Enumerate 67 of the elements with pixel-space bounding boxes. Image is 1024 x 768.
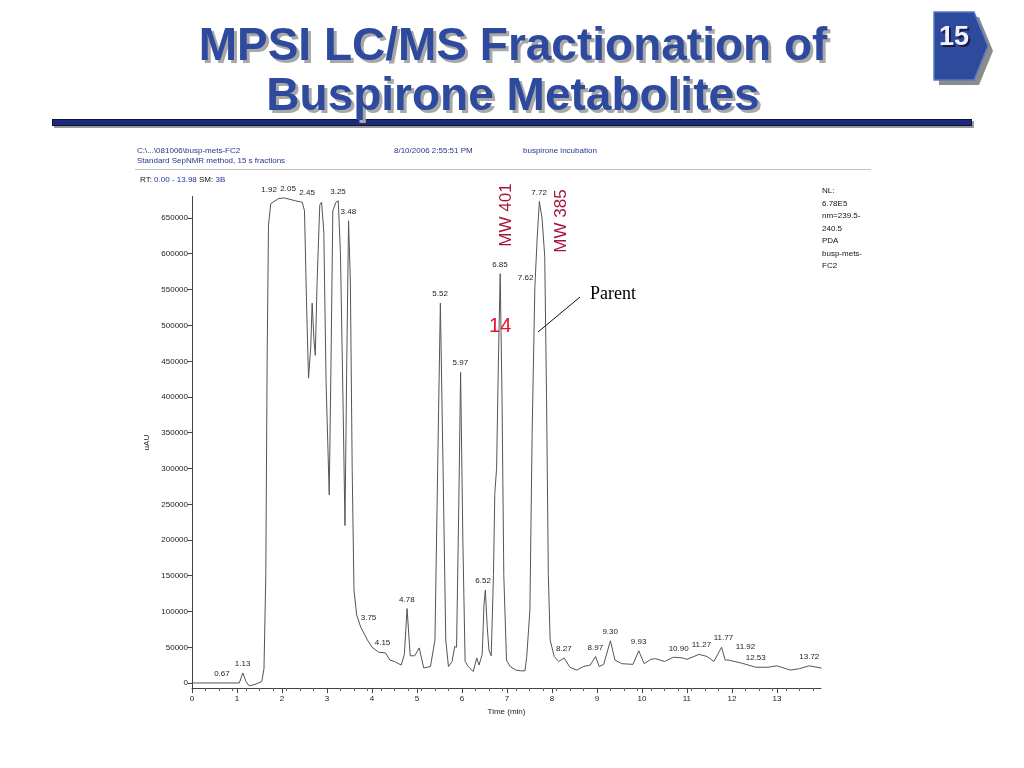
annotation: 6.52 <box>475 575 491 585</box>
annotation: 2.05 <box>280 183 296 193</box>
annotation: 12.53 <box>745 653 766 663</box>
x-tick-label: 11 <box>682 694 692 704</box>
annotation: 11.77 <box>713 633 734 643</box>
y-tick-label: 0 <box>183 678 189 688</box>
text: C:\...\081006\busp-mets-FC2 <box>137 146 241 156</box>
chart-title: MPSI LC/MS Fractionation of Buspirone Metabolites <box>197 18 829 120</box>
y-tick-label: 350000 <box>161 428 189 438</box>
x-tick-label: 4 <box>369 694 375 704</box>
y-tick-label: 50000 <box>165 642 189 652</box>
annotation: 8.97 <box>587 642 604 652</box>
annotation: 13.72 <box>799 651 820 661</box>
text: Standard SepNMR method, 15 s fractions <box>137 156 286 166</box>
y-tick-label: 200000 <box>161 535 189 545</box>
annotation: 11.92 <box>735 642 756 652</box>
annotation: 3.25 <box>330 186 346 196</box>
x-tick-label: 12 <box>727 694 737 704</box>
text: NL: 6.78E5 nm=239.5- 240.5 PDA busp-mets- FC2 <box>822 185 863 272</box>
x-tick-label: 13 <box>772 694 782 704</box>
x-tick-label: 1 <box>234 694 240 704</box>
annotation: 14 <box>489 314 512 337</box>
x-tick-label: 10 <box>637 694 647 704</box>
annotation: 7.62 <box>517 273 534 283</box>
annotation: 4.15 <box>374 638 391 648</box>
y-tick-label: 500000 <box>161 320 189 330</box>
text: RT: 0.00 - 13.98 SM: 3B <box>140 175 226 184</box>
annotation: 3.75 <box>360 613 377 623</box>
x-tick-label: 3 <box>324 694 330 704</box>
y-tick-label: 250000 <box>161 499 189 509</box>
annotation: 9.30 <box>602 626 618 636</box>
annotation: 10.90 <box>668 643 689 653</box>
x-tick-label: 2 <box>279 694 285 704</box>
annotation: 7.72 <box>531 187 547 197</box>
annotation: 9.93 <box>630 636 647 646</box>
y-tick-label: 550000 <box>161 285 189 294</box>
annotation: 11.27 <box>691 640 712 650</box>
x-tick-label: 7 <box>504 694 510 704</box>
y-tick-label: 100000 <box>161 606 189 616</box>
annotation: Parent <box>589 283 636 304</box>
x-tick-label: 8 <box>549 694 555 704</box>
x-tick-label: 6 <box>459 694 465 704</box>
annotation: MW 401 <box>495 183 515 247</box>
annotation: 1.92 <box>261 184 277 194</box>
annotation: 1.13 <box>234 658 251 668</box>
annotation: 6.85 <box>492 259 508 269</box>
annotation: 4.78 <box>399 594 415 604</box>
annotation: 8.27 <box>556 643 572 653</box>
y-tick-label: 650000 <box>161 213 189 223</box>
annotation: 5.97 <box>452 358 469 368</box>
x-tick-label: 9 <box>594 694 600 704</box>
x-axis-title: Time (min) <box>487 707 526 717</box>
annotation: 3.48 <box>340 206 357 216</box>
y-tick-label: 600000 <box>161 249 189 259</box>
text: buspirone incubation <box>523 146 597 156</box>
y-tick-label: 450000 <box>161 356 189 366</box>
y-tick-label: 150000 <box>161 571 189 581</box>
y-tick-label: 300000 <box>161 463 189 473</box>
text: 15 <box>937 20 970 53</box>
annotation: 5.52 <box>432 289 448 299</box>
x-tick-label: 5 <box>414 694 420 704</box>
annotation: 0.67 <box>214 668 230 678</box>
y-axis-title: uAU <box>141 434 151 451</box>
annotation: 2.45 <box>299 188 315 198</box>
y-tick-label: 400000 <box>161 392 189 402</box>
annotation: MW 385 <box>550 188 570 253</box>
text: 8/10/2006 2:55:51 PM <box>394 146 473 156</box>
